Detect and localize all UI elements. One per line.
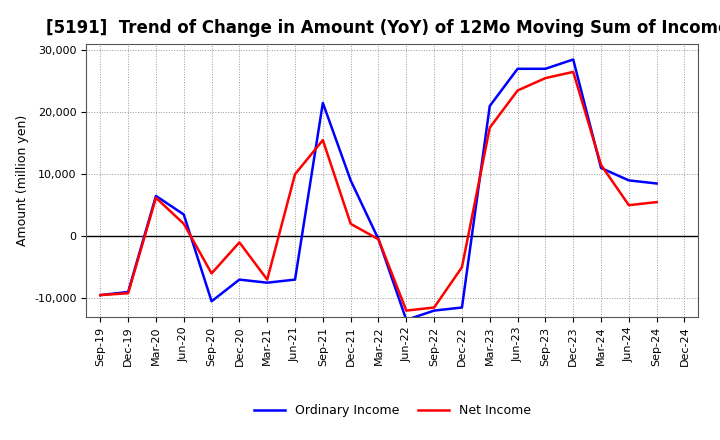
Net Income — [263, 277, 271, 282]
Ordinary Income — [152, 193, 161, 198]
Ordinary Income — [402, 317, 410, 323]
Line: Net Income: Net Income — [100, 72, 657, 311]
Net Income — [597, 162, 606, 168]
Title: [5191]  Trend of Change in Amount (YoY) of 12Mo Moving Sum of Incomes: [5191] Trend of Change in Amount (YoY) o… — [46, 19, 720, 37]
Net Income — [624, 202, 633, 208]
Ordinary Income — [124, 290, 132, 295]
Ordinary Income — [291, 277, 300, 282]
Ordinary Income — [374, 237, 383, 242]
Ordinary Income — [485, 103, 494, 109]
Net Income — [318, 137, 327, 143]
Net Income — [291, 172, 300, 177]
Ordinary Income — [652, 181, 661, 186]
Ordinary Income — [569, 57, 577, 62]
Ordinary Income — [430, 308, 438, 313]
Ordinary Income — [541, 66, 550, 71]
Net Income — [513, 88, 522, 93]
Line: Ordinary Income: Ordinary Income — [100, 59, 657, 320]
Legend: Ordinary Income, Net Income: Ordinary Income, Net Income — [248, 400, 536, 422]
Ordinary Income — [179, 212, 188, 217]
Net Income — [374, 237, 383, 242]
Ordinary Income — [458, 305, 467, 310]
Net Income — [569, 69, 577, 74]
Net Income — [541, 76, 550, 81]
Ordinary Income — [263, 280, 271, 286]
Net Income — [346, 221, 355, 227]
Net Income — [402, 308, 410, 313]
Net Income — [652, 199, 661, 205]
Net Income — [458, 264, 467, 270]
Net Income — [485, 125, 494, 130]
Ordinary Income — [96, 293, 104, 298]
Ordinary Income — [207, 299, 216, 304]
Ordinary Income — [597, 165, 606, 171]
Ordinary Income — [624, 178, 633, 183]
Net Income — [179, 221, 188, 227]
Net Income — [124, 290, 132, 296]
Net Income — [207, 271, 216, 276]
Net Income — [235, 240, 243, 245]
Y-axis label: Amount (million yen): Amount (million yen) — [16, 115, 29, 246]
Net Income — [96, 293, 104, 298]
Ordinary Income — [318, 100, 327, 106]
Ordinary Income — [513, 66, 522, 71]
Ordinary Income — [346, 178, 355, 183]
Net Income — [430, 305, 438, 310]
Ordinary Income — [235, 277, 243, 282]
Net Income — [152, 195, 161, 200]
